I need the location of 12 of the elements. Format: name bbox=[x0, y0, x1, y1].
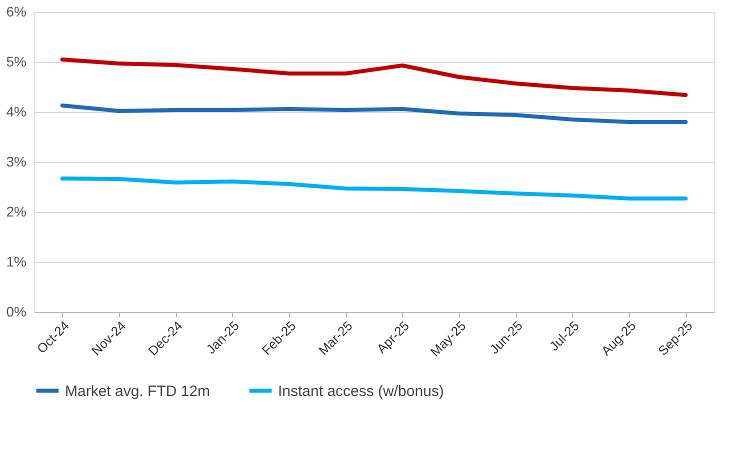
line-series bbox=[60, 176, 688, 200]
y-tick-label: 4% bbox=[6, 104, 26, 120]
y-tick-label: 3% bbox=[6, 154, 26, 170]
line-series bbox=[60, 58, 688, 97]
y-tick-label: 1% bbox=[6, 254, 26, 270]
legend-label: Instant access (w/bonus) bbox=[278, 382, 444, 400]
line-series bbox=[60, 104, 688, 124]
y-tick-label: 2% bbox=[6, 204, 26, 220]
y-tick-label: 6% bbox=[6, 4, 26, 20]
legend-label: Market avg. FTD 12m bbox=[65, 382, 210, 400]
y-tick-label: 5% bbox=[6, 54, 26, 70]
y-tick-label: 0% bbox=[6, 304, 26, 320]
